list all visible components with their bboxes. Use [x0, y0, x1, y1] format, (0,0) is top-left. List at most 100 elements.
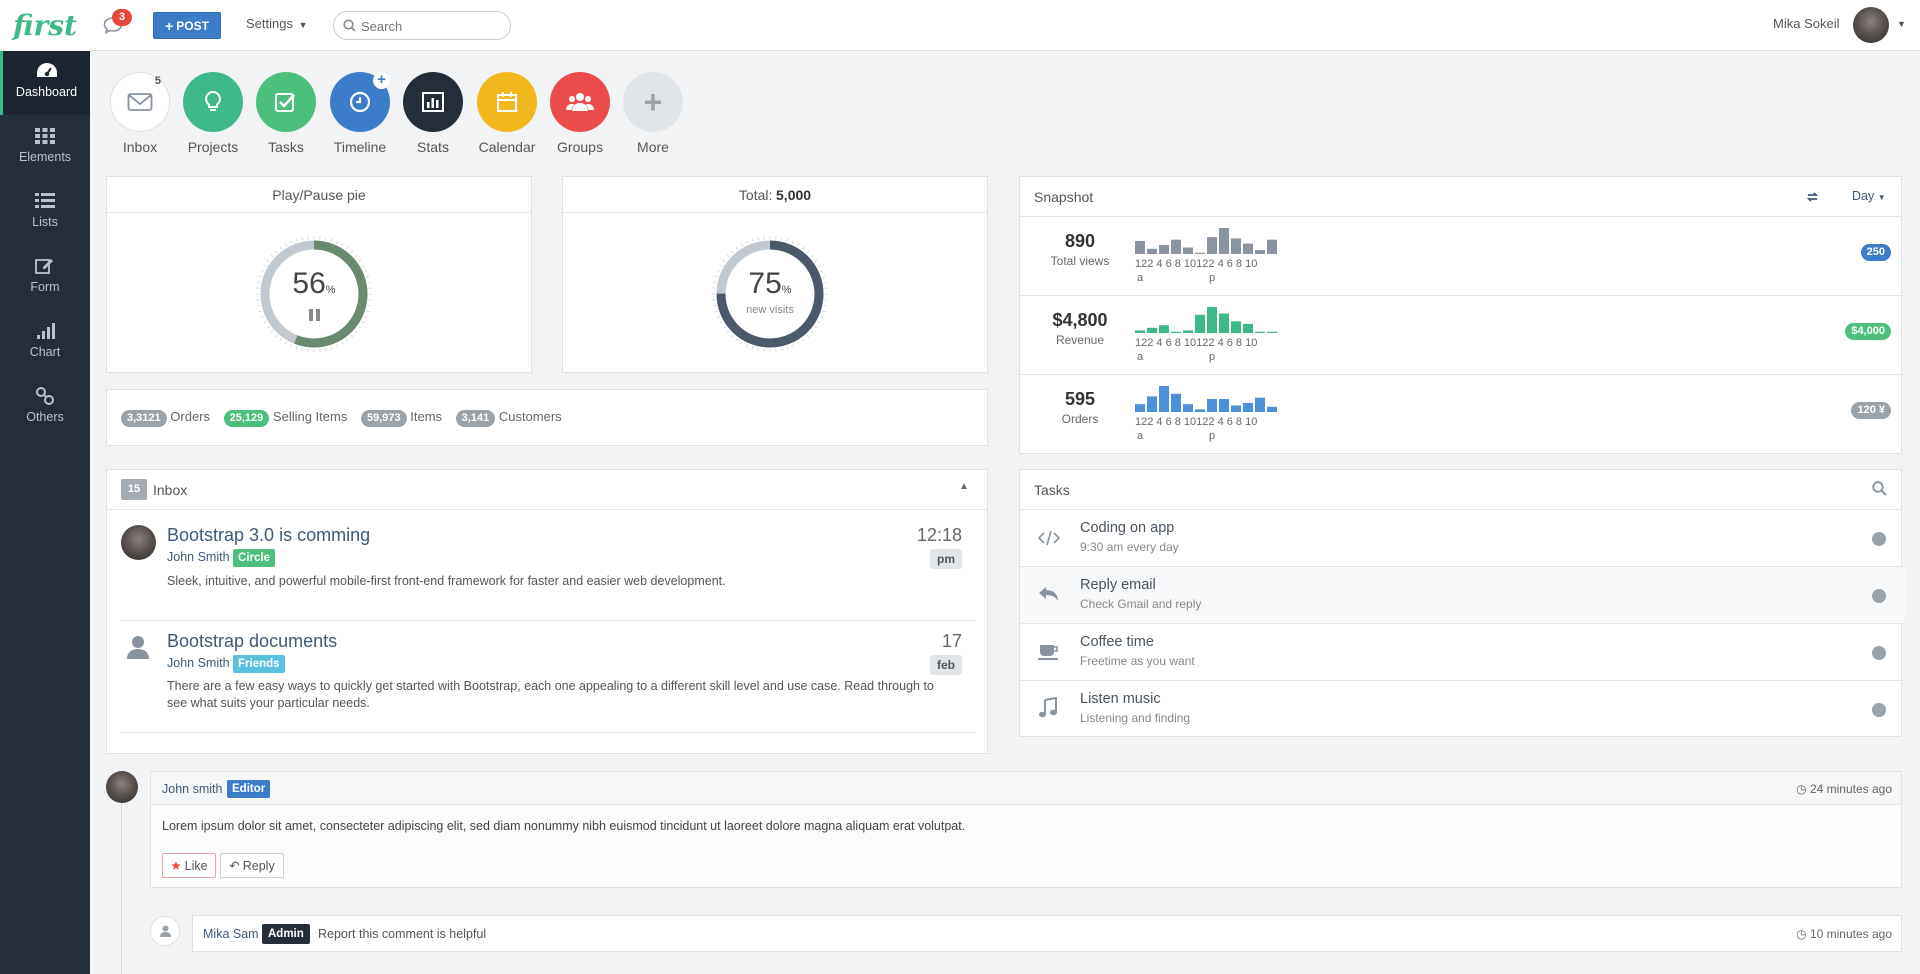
message-title[interactable]: Bootstrap documents — [167, 631, 338, 651]
signal-icon — [37, 323, 55, 339]
tick-mark — [786, 346, 789, 350]
items-label: Items — [410, 409, 443, 424]
snapshot-label: Revenue — [1055, 333, 1105, 347]
search-icon[interactable] — [1872, 481, 1887, 496]
tick-mark — [820, 269, 824, 273]
tick-mark — [335, 240, 339, 244]
quick-link-projects[interactable]: Projects — [183, 72, 243, 155]
task-status-dot[interactable] — [1872, 532, 1886, 546]
post-button[interactable]: + POST — [153, 12, 221, 39]
quick-link-inbox[interactable]: 5 Inbox — [110, 72, 170, 155]
sparkline-bar — [1135, 241, 1145, 254]
calendar-icon — [497, 92, 517, 112]
task-status-dot[interactable] — [1872, 703, 1886, 717]
tick-mark — [751, 238, 754, 242]
total-value-group: 75% — [710, 267, 830, 301]
sidebar-item-elements[interactable]: Elements — [0, 116, 90, 180]
link-icon — [36, 387, 54, 405]
reply-time-text: 10 minutes ago — [1809, 927, 1892, 941]
sparkline-bar — [1147, 396, 1157, 412]
sidebar-item-others[interactable]: Others — [0, 376, 90, 440]
sparkline-bar — [1255, 331, 1265, 333]
sparkline-bar — [1231, 321, 1241, 333]
sender-name: John Smith — [167, 656, 230, 670]
sidebar-item-form[interactable]: Form — [0, 246, 90, 310]
settings-dropdown[interactable]: Settings ▼ — [246, 16, 308, 31]
task-item[interactable]: Coding on app 9:30 am every day — [1020, 510, 1905, 567]
reply-avatar — [150, 916, 180, 946]
tick-mark — [714, 275, 718, 278]
message-time-sub: pm — [930, 549, 962, 569]
play-pause-pie-chart[interactable] — [254, 234, 374, 354]
inbox-message[interactable]: Bootstrap 3.0 is comming John Smith Circ… — [121, 525, 976, 621]
refresh-icon[interactable] — [1806, 191, 1819, 203]
sparkline-bar — [1219, 228, 1229, 254]
search-input[interactable] — [361, 17, 501, 35]
sparkline-bar — [1171, 393, 1181, 412]
sidebar-item-lists[interactable]: Lists — [0, 181, 90, 245]
range-dropdown[interactable]: Day ▼ — [1852, 189, 1886, 203]
pie-value-group: 56% — [254, 267, 374, 301]
task-item[interactable]: Coffee time Freetime as you want — [1020, 624, 1905, 681]
sidebar-item-chart[interactable]: Chart — [0, 311, 90, 375]
like-button[interactable]: ★ Like — [162, 853, 216, 878]
user-caret-icon[interactable]: ▼ — [1897, 19, 1906, 29]
task-status-dot[interactable] — [1872, 589, 1886, 603]
comment-author[interactable]: John smith — [162, 782, 223, 796]
sparkline-bar-chart — [1135, 386, 1277, 412]
task-item[interactable]: Listen music Listening and finding — [1020, 681, 1905, 738]
total-pie-sub: new visits — [746, 304, 794, 316]
snapshot-title: Snapshot — [1034, 189, 1094, 205]
pause-icon[interactable] — [309, 309, 320, 321]
reply-author[interactable]: Mika Sam — [203, 927, 259, 941]
quick-link-more[interactable]: + More — [623, 72, 683, 155]
app-logo[interactable]: first — [0, 0, 90, 51]
sparkline-bar — [1231, 405, 1241, 412]
total-panel: Total: 5,000 75% new visits — [562, 176, 988, 373]
task-sub: Freetime as you want — [1080, 654, 1195, 668]
tick-mark — [289, 240, 293, 244]
quick-link-label: Inbox — [122, 139, 158, 155]
quick-link-timeline[interactable]: + Timeline — [330, 72, 390, 155]
envelope-icon — [127, 93, 153, 111]
sparkline-bar — [1219, 399, 1229, 412]
comment-thread-line — [121, 785, 122, 974]
tick-mark — [716, 315, 720, 319]
inbox-message[interactable]: Bootstrap documents John Smith Friends T… — [121, 621, 976, 733]
message-tag: Circle — [233, 549, 275, 567]
tick-mark — [258, 275, 262, 278]
pie-panel: Play/Pause pie 56% — [106, 176, 532, 373]
tick-mark — [366, 310, 370, 313]
sparkline-bar — [1147, 248, 1157, 254]
tick-mark — [335, 344, 339, 348]
tick-mark — [367, 304, 371, 307]
comment-time: ◷ 24 minutes ago — [1796, 782, 1892, 796]
sparkline-bar-chart — [1135, 228, 1277, 254]
task-status-dot[interactable] — [1872, 646, 1886, 660]
tick-mark — [364, 315, 368, 319]
total-panel-title: Total: — [738, 187, 773, 203]
sparkline-bar — [1219, 313, 1229, 333]
quick-link-stats[interactable]: Stats — [403, 72, 463, 155]
quick-link-calendar[interactable]: Calendar — [477, 72, 537, 155]
inbox-scrollbar[interactable] — [983, 510, 987, 753]
reply-icon: ↶ — [229, 859, 240, 873]
message-title[interactable]: Bootstrap 3.0 is comming — [167, 525, 371, 545]
reply-button[interactable]: ↶ Reply — [220, 853, 284, 878]
tick-mark — [366, 275, 370, 278]
task-item[interactable]: Reply email Check Gmail and reply — [1020, 567, 1905, 624]
tick-mark — [730, 334, 734, 338]
collapse-icon[interactable]: ▲ — [959, 481, 969, 492]
user-avatar[interactable] — [1853, 7, 1889, 43]
sidebar-item-dashboard[interactable]: Dashboard — [0, 51, 90, 115]
tick-mark — [354, 254, 358, 258]
am-label: a — [1137, 272, 1144, 284]
user-name[interactable]: Mika Sokeil — [1773, 16, 1840, 31]
sparkline-bar — [1171, 239, 1181, 254]
quick-link-tasks[interactable]: Tasks — [256, 72, 316, 155]
quick-link-groups[interactable]: Groups — [550, 72, 610, 155]
message-time: 17 — [941, 631, 962, 651]
settings-label: Settings — [246, 16, 293, 31]
tick-mark — [786, 238, 789, 242]
inbox-header: 15 Inbox ▲ — [107, 470, 987, 510]
